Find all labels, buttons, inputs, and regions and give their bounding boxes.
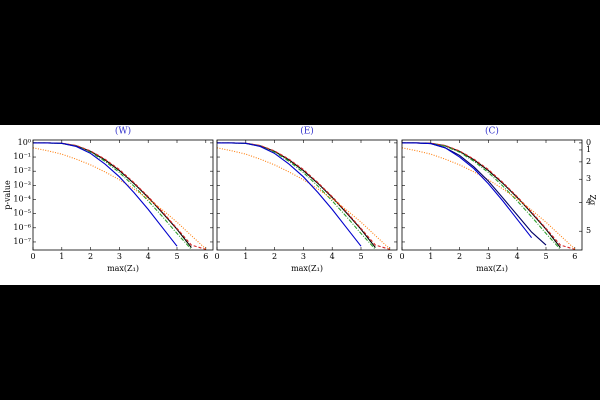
y2-tick-label: 3 [586,174,591,183]
x-axis-label: max(Z₁) [107,264,139,273]
x-tick-label: 1 [243,252,248,261]
y-tick-label: 10⁻⁵ [13,209,31,218]
x-tick-label: 4 [330,252,335,261]
plot-area [33,140,213,250]
series-line [216,147,391,250]
panel-title: (C) [485,126,499,137]
series-line [217,142,362,247]
series-line [402,142,575,250]
x-tick-label: 0 [214,252,219,261]
x-axis-label: max(Z₁) [476,264,508,273]
y-tick-label: 10⁻⁶ [13,223,31,232]
x-tick-label: 2 [88,252,93,261]
x-tick-label: 4 [515,252,520,261]
x-tick-label: 6 [387,252,392,261]
y-tick-label: 10⁻⁴ [13,194,31,203]
y-tick-label: 10⁻³ [13,180,31,189]
x-tick-label: 3 [117,252,122,261]
x-tick-label: 5 [543,252,548,261]
y-tick-label: 10⁻⁷ [13,237,31,246]
y2-tick-label: 0 [586,138,591,147]
x-tick-label: 3 [486,252,491,261]
panel-title: (W) [115,126,131,137]
y2-tick-label: 1 [586,145,591,154]
x-tick-label: 6 [572,252,577,261]
x-tick-label: 1 [59,252,64,261]
plot-frame [216,139,398,251]
y2-tick-label: 5 [586,226,591,235]
x-tick-label: 5 [174,252,179,261]
x-tick-label: 6 [203,252,208,261]
x-tick-label: 4 [146,252,151,261]
x-axis-label: max(Z₁) [291,264,323,273]
panel-title: (E) [300,126,314,137]
series-line [401,147,576,250]
x-tick-label: 0 [30,252,35,261]
series-line [402,142,533,239]
plot-area [217,140,397,250]
x-tick-label: 2 [272,252,277,261]
y2-tick-label: 2 [586,157,591,166]
y-axis-label: p-value [3,180,12,210]
y-tick-label: 10⁻² [13,166,31,175]
x-tick-label: 1 [428,252,433,261]
x-tick-label: 5 [358,252,363,261]
plot-frame [401,139,583,251]
series-line [32,147,207,250]
series-line [33,142,206,250]
plot-frame [32,139,214,251]
y-tick-label: 10⁻¹ [13,152,31,161]
x-tick-label: 0 [399,252,404,261]
series-line [33,142,178,247]
series-line [217,142,390,250]
x-tick-label: 3 [301,252,306,261]
y2-axis-label: Zσ [588,194,597,206]
y2-tick-label: 4 [586,197,591,206]
y-tick-label: 10⁰ [18,138,31,147]
plot-area [402,140,582,250]
x-tick-label: 2 [457,252,462,261]
